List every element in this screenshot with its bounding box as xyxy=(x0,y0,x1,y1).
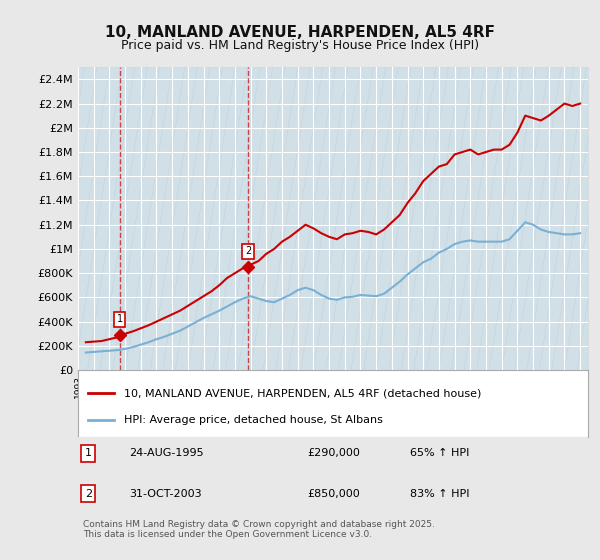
Text: 10, MANLAND AVENUE, HARPENDEN, AL5 4RF: 10, MANLAND AVENUE, HARPENDEN, AL5 4RF xyxy=(105,25,495,40)
Text: 31-OCT-2003: 31-OCT-2003 xyxy=(129,488,202,498)
Text: 1: 1 xyxy=(85,449,92,459)
Text: HPI: Average price, detached house, St Albans: HPI: Average price, detached house, St A… xyxy=(124,415,383,425)
Text: £850,000: £850,000 xyxy=(308,488,360,498)
Text: £290,000: £290,000 xyxy=(308,449,361,459)
Text: 1: 1 xyxy=(116,314,122,324)
Text: Contains HM Land Registry data © Crown copyright and database right 2025.
This d: Contains HM Land Registry data © Crown c… xyxy=(83,520,435,539)
Text: 2: 2 xyxy=(85,488,92,498)
Text: 2: 2 xyxy=(245,246,251,256)
Text: 24-AUG-1995: 24-AUG-1995 xyxy=(129,449,203,459)
Text: 65% ↑ HPI: 65% ↑ HPI xyxy=(409,449,469,459)
Text: 83% ↑ HPI: 83% ↑ HPI xyxy=(409,488,469,498)
Text: Price paid vs. HM Land Registry's House Price Index (HPI): Price paid vs. HM Land Registry's House … xyxy=(121,39,479,52)
Text: 10, MANLAND AVENUE, HARPENDEN, AL5 4RF (detached house): 10, MANLAND AVENUE, HARPENDEN, AL5 4RF (… xyxy=(124,389,481,398)
